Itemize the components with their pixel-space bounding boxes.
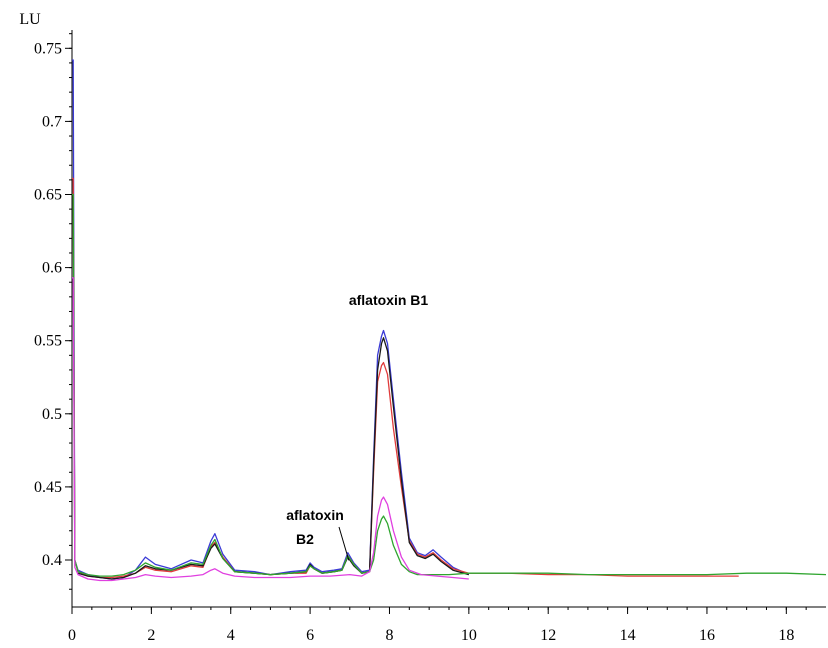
- x-tick-label: 16: [699, 627, 715, 644]
- peak-label-aflatoxin-b2-line1: aflatoxin: [286, 507, 344, 523]
- peak-label-aflatoxin-b2-line2: B2: [296, 531, 314, 547]
- y-tick-label: 0.4: [42, 552, 62, 569]
- y-axis: 0.4 0.45 0.5 0.55 0.6 0.65 0.7 0.75: [34, 30, 73, 607]
- x-tick-label: 10: [461, 627, 477, 644]
- peak-label-aflatoxin-b1: aflatoxin B1: [349, 292, 429, 308]
- series-line-3: [77, 337, 469, 580]
- y-axis-unit-label: LU: [19, 11, 41, 28]
- x-axis: 0 2 4 6 8 10 12 14 16 18: [68, 606, 826, 644]
- x-tick-label: 4: [227, 627, 235, 644]
- annotation-layer: aflatoxin B1 aflatoxin B2: [286, 292, 429, 561]
- x-tick-label: 0: [68, 627, 76, 644]
- y-tick-label: 0.7: [42, 113, 62, 130]
- series-line-1: [72, 59, 470, 580]
- series-line-2: [72, 177, 739, 579]
- series-line-4: [72, 193, 827, 577]
- series-line-5: [72, 277, 469, 582]
- aflatoxin-b2-leader-line: [338, 526, 350, 561]
- x-tick-label: 2: [147, 627, 155, 644]
- y-tick-label: 0.45: [34, 479, 62, 496]
- y-tick-label: 0.55: [34, 333, 62, 350]
- y-tick-label: 0.6: [42, 260, 62, 277]
- y-tick-label: 0.5: [42, 406, 62, 423]
- x-tick-label: 6: [306, 627, 314, 644]
- x-tick-label: 14: [620, 627, 636, 644]
- y-tick-label: 0.75: [34, 40, 62, 57]
- x-tick-label: 12: [540, 627, 556, 644]
- y-tick-label: 0.65: [34, 187, 62, 204]
- series-layer: [72, 59, 827, 582]
- x-tick-label: 8: [385, 627, 393, 644]
- x-tick-label: 18: [778, 627, 794, 644]
